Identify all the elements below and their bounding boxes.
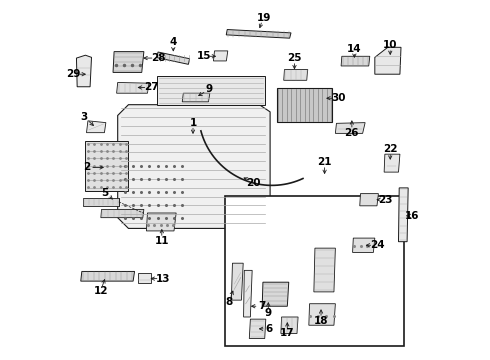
Text: 11: 11	[154, 236, 169, 246]
Polygon shape	[335, 123, 365, 134]
Text: 28: 28	[151, 53, 166, 63]
Polygon shape	[214, 51, 228, 61]
Polygon shape	[309, 304, 335, 325]
Text: 29: 29	[67, 69, 81, 79]
Text: 13: 13	[156, 274, 171, 284]
Text: 19: 19	[256, 13, 271, 23]
Polygon shape	[360, 194, 378, 206]
Polygon shape	[341, 56, 370, 66]
Polygon shape	[384, 154, 400, 172]
Text: 10: 10	[383, 40, 397, 50]
Polygon shape	[231, 263, 243, 300]
Polygon shape	[157, 76, 265, 105]
Polygon shape	[81, 271, 135, 281]
Text: 20: 20	[245, 178, 260, 188]
Text: 4: 4	[170, 37, 177, 47]
Text: 30: 30	[332, 93, 346, 103]
Polygon shape	[76, 55, 92, 87]
Polygon shape	[182, 93, 210, 102]
Polygon shape	[281, 317, 298, 333]
Text: 15: 15	[196, 51, 211, 61]
Polygon shape	[244, 270, 252, 317]
Polygon shape	[249, 319, 266, 338]
Polygon shape	[85, 140, 128, 191]
Text: 22: 22	[383, 144, 397, 154]
Polygon shape	[226, 30, 291, 38]
Text: 25: 25	[287, 53, 302, 63]
Polygon shape	[113, 51, 144, 72]
Polygon shape	[117, 82, 149, 93]
Bar	[276, 88, 332, 122]
Polygon shape	[87, 121, 106, 133]
Text: 18: 18	[314, 316, 328, 326]
Text: 5: 5	[101, 188, 108, 198]
Text: 12: 12	[94, 286, 108, 296]
Polygon shape	[118, 105, 270, 228]
Bar	[225, 196, 404, 346]
Text: 8: 8	[225, 297, 232, 307]
Bar	[138, 273, 151, 283]
Text: 9: 9	[265, 309, 272, 318]
Polygon shape	[314, 248, 335, 292]
Text: 23: 23	[378, 195, 393, 205]
Polygon shape	[353, 238, 375, 252]
Text: 3: 3	[80, 112, 87, 122]
Polygon shape	[375, 47, 401, 74]
Text: 6: 6	[265, 324, 272, 334]
Text: 9: 9	[206, 84, 213, 94]
Polygon shape	[262, 282, 289, 306]
Text: 7: 7	[258, 301, 265, 311]
Text: 17: 17	[280, 328, 294, 338]
Text: 27: 27	[144, 82, 158, 93]
Text: 2: 2	[83, 162, 90, 172]
Text: 26: 26	[344, 128, 359, 138]
Polygon shape	[284, 69, 308, 80]
Text: 1: 1	[189, 118, 196, 128]
Polygon shape	[157, 52, 190, 64]
Polygon shape	[147, 213, 176, 231]
Polygon shape	[83, 198, 119, 206]
Text: 24: 24	[369, 240, 384, 250]
Polygon shape	[398, 188, 408, 242]
Text: 14: 14	[347, 44, 362, 54]
Text: 16: 16	[405, 211, 419, 221]
Polygon shape	[101, 210, 144, 218]
Text: 21: 21	[318, 157, 332, 167]
